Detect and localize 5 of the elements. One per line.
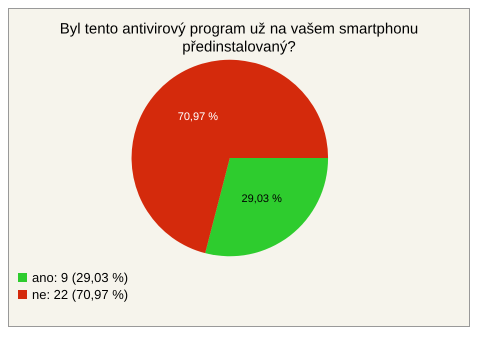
data-label: 29,03 %	[242, 193, 282, 206]
legend-label: ano: 9 (29,03 %)	[32, 270, 128, 285]
legend-label: ne: 22 (70,97 %)	[32, 287, 128, 302]
chart-title: Byl tento antivirový program už na vašem smartphonu předinstalovaný?	[60, 20, 418, 56]
data-label: 70,97 %	[178, 110, 218, 123]
